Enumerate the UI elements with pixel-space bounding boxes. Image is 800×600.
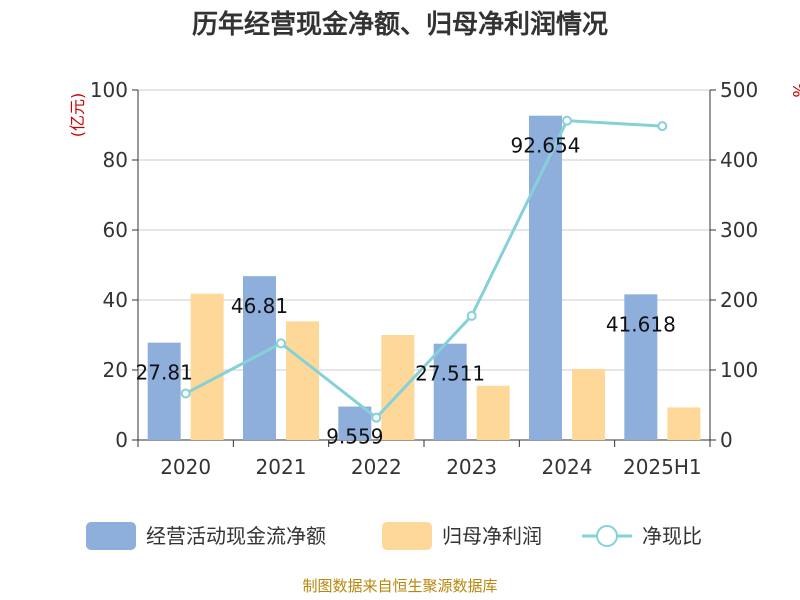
gridlines [138, 89, 710, 371]
left-axis-tick-label: 0 [115, 428, 128, 452]
ratio-point [657, 121, 668, 132]
left-axis-tick-label: 20 [103, 358, 128, 382]
bar-data-label: 9.559 [326, 425, 383, 449]
bar [286, 321, 319, 440]
bar [381, 335, 415, 440]
legend-marker [596, 525, 618, 547]
x-axis-tick-label: 2021 [256, 455, 307, 479]
legend-label: 经营活动现金流净额 [146, 524, 326, 548]
bar [476, 385, 510, 440]
bar-data-label: 41.618 [606, 312, 676, 336]
bar [624, 294, 658, 440]
bar-data-label: 27.81 [136, 361, 193, 385]
bar-data-label: 27.511 [415, 362, 485, 386]
bar [667, 407, 701, 440]
bar [572, 368, 605, 440]
legend-label: 净现比 [642, 524, 702, 548]
bar [243, 276, 276, 440]
x-axis-tick-label: 2020 [160, 455, 211, 479]
bar [433, 343, 467, 440]
right-axis-tick-label: 100 [720, 358, 758, 382]
axes: 0 0 20 100 40 200 60 300 80 400 100 500 2020 2021 2022… [90, 78, 758, 479]
right-axis-tick-label: 0 [720, 428, 733, 452]
bar-data-label: 92.654 [511, 134, 581, 158]
ratio-point [562, 115, 572, 126]
x-axis-tick-label: 2025H1 [623, 455, 702, 479]
right-axis-tick-label: 500 [720, 78, 758, 102]
bars [147, 115, 701, 440]
ratio-point [276, 338, 286, 349]
bar [338, 406, 372, 440]
bar [190, 293, 224, 440]
bar [147, 342, 181, 440]
ratio-line [180, 115, 668, 423]
left-axis-tick-label: 80 [103, 148, 128, 172]
ratio-series-line [184, 119, 663, 420]
ratio-point [371, 412, 382, 423]
legend-label: 归母净利润 [442, 524, 542, 548]
x-axis-tick-label: 2023 [446, 455, 497, 479]
left-axis-tick-label: 60 [103, 218, 128, 242]
bar [529, 115, 562, 440]
legend-swatch [86, 522, 136, 550]
legend: 经营活动现金流净额 归母净利润 净现比 [86, 522, 702, 550]
bar-data-label: 46.81 [231, 294, 288, 318]
right-axis-tick-label: 400 [720, 148, 758, 172]
right-axis-unit: % [789, 82, 800, 97]
chart-title: 历年经营现金净额、归母净利润情况 [192, 9, 608, 40]
x-axis-tick-label: 2024 [542, 455, 593, 479]
data-source: 制图数据来自恒生聚源数据库 [302, 577, 497, 595]
data-labels: 27.81 46.81 9.559 27.511 92.654 41.618 [136, 134, 676, 449]
left-axis-tick-label: 100 [90, 78, 128, 102]
right-axis-tick-label: 200 [720, 288, 758, 312]
left-axis-unit: (亿元) [68, 93, 87, 138]
x-axis-tick-label: 2022 [351, 455, 402, 479]
ratio-point [466, 310, 477, 321]
right-axis-tick-label: 300 [720, 218, 758, 242]
left-axis-tick-label: 40 [103, 288, 128, 312]
ratio-point [180, 388, 191, 399]
legend-swatch [382, 522, 432, 550]
